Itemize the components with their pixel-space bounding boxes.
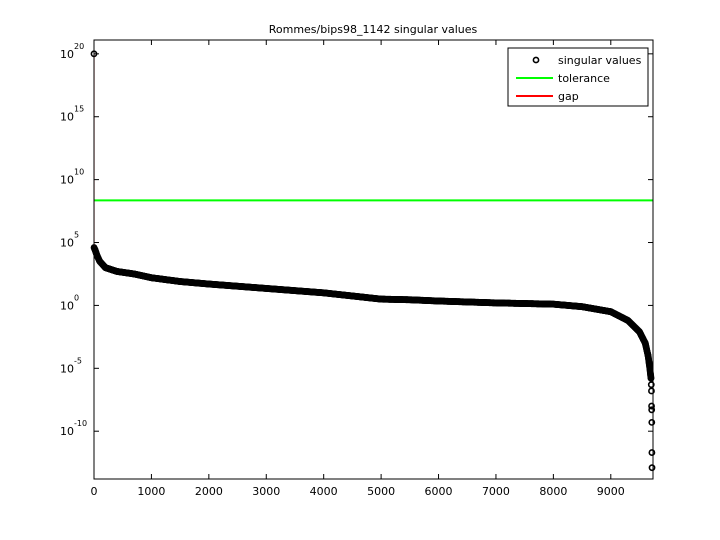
data-point (648, 449, 656, 456)
y-tick-exponent: 0 (74, 293, 79, 302)
singular-values-series (90, 50, 656, 472)
data-point (647, 381, 655, 389)
plot-frame (93, 39, 654, 480)
legend-label-gap: gap (558, 90, 579, 103)
data-point (648, 387, 655, 395)
x-tick-label: 2000 (195, 485, 223, 498)
y-tick-label: 10 (60, 237, 74, 250)
y-tick-exponent: -10 (74, 419, 87, 428)
x-tick-label: 4000 (310, 485, 338, 498)
legend-label-tolerance: tolerance (558, 72, 610, 85)
x-tick-label: 5000 (367, 485, 395, 498)
x-tick-label: 7000 (482, 485, 510, 498)
x-tick-label: 3000 (252, 485, 280, 498)
x-tick-label: 9000 (597, 485, 625, 498)
data-point (647, 374, 655, 382)
y-tick-label: 10 (60, 111, 74, 124)
data-point (648, 402, 655, 410)
y-tick-exponent: 15 (74, 105, 84, 114)
y-tick-exponent: 10 (74, 168, 84, 177)
axes: 0 1000 2000 3000 4000 5000 6000 7000 8000 9000102… (60, 40, 653, 498)
chart-title: Rommes/bips98_1142 singular values (269, 23, 478, 36)
y-tick-exponent: 5 (74, 231, 79, 240)
x-tick-label: 0 (91, 485, 98, 498)
y-tick-label: 10 (60, 299, 74, 312)
data-point (648, 418, 656, 426)
legend-label-singular-values: singular values (558, 54, 642, 67)
x-tick-label: 8000 (539, 485, 567, 498)
y-tick-exponent: -5 (74, 356, 82, 365)
data-point (648, 464, 656, 472)
y-tick-label: 10 (60, 425, 74, 438)
plot-marks (90, 50, 656, 472)
y-tick-label: 10 (60, 174, 74, 187)
legend-marker-singular-values (532, 56, 540, 64)
x-tick-label: 1000 (137, 485, 165, 498)
x-tick-label: 6000 (425, 485, 453, 498)
y-tick-label: 10 (60, 362, 74, 375)
y-tick-exponent: 20 (74, 42, 84, 51)
y-tick-label: 10 (60, 48, 74, 61)
data-point (648, 406, 656, 414)
legend: singular values tolerance gap (507, 47, 649, 107)
